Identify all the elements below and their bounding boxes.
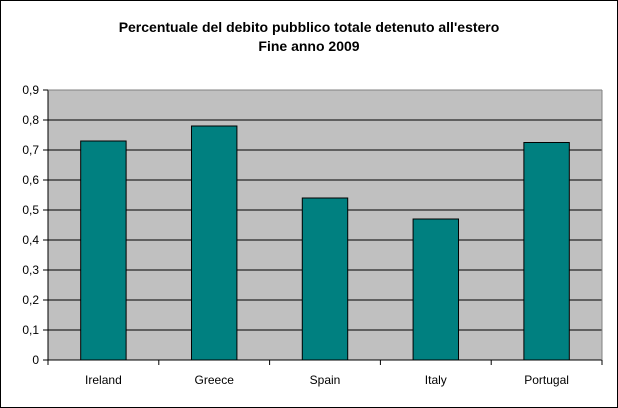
y-tick-label: 0,7: [22, 143, 39, 157]
bar-spain: [301, 197, 349, 361]
x-tick-label: Greece: [195, 373, 235, 387]
axes: [43, 89, 603, 365]
y-tick-labels: 0 0,1 0,2 0,3 0,4 0,5 0,6 0,7 0,8 0,9: [22, 83, 39, 367]
x-tick-label: Portugal: [524, 373, 569, 387]
chart-subtitle: Fine anno 2009: [258, 38, 360, 54]
y-tick-label: 0,6: [22, 173, 39, 187]
x-tick-label: Spain: [310, 373, 341, 387]
y-tick-label: 0,1: [22, 323, 39, 337]
x-tick-label: Ireland: [85, 373, 122, 387]
bars: [80, 125, 570, 361]
bar-ireland: [80, 140, 127, 361]
y-tick-label: 0,2: [22, 293, 39, 307]
x-tick-label: Italy: [425, 373, 447, 387]
bar-portugal: [523, 142, 570, 361]
y-tick-label: 0,8: [22, 113, 39, 127]
chart-title: Percentuale del debito pubblico totale d…: [118, 19, 500, 35]
y-tick-label: 0,3: [22, 263, 39, 277]
y-tick-label: 0,4: [22, 233, 39, 247]
x-tick-labels: Ireland Greece Spain Italy Portugal: [85, 373, 569, 387]
y-tick-label: 0,5: [22, 203, 39, 217]
bar-greece: [190, 125, 238, 361]
y-tick-label: 0,9: [22, 83, 39, 97]
y-tick-label: 0: [32, 353, 39, 367]
bar-italy: [412, 218, 460, 361]
